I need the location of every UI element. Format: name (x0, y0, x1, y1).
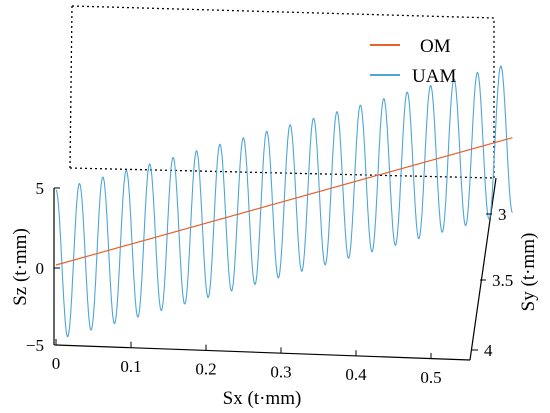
y-tick-label: 4 (484, 341, 493, 360)
x-tick-label: 0.2 (195, 360, 216, 379)
y-tick-label: 3.5 (492, 271, 513, 290)
back-panel-edge-left (69, 5, 73, 169)
x-tick-label: 0.3 (270, 362, 291, 381)
x-axis-label: Sx (t·mm) (223, 388, 302, 409)
z-tick-label: 0 (36, 259, 45, 278)
axes-box (53, 5, 497, 361)
z-axis-label: Sz (t·mm) (10, 228, 31, 306)
back-panel-edge-bottom (69, 167, 495, 179)
x-tick-label: 0.1 (120, 357, 141, 376)
y-tick-label: 3 (498, 205, 507, 224)
y-axis-label: Sy (t·mm) (518, 233, 539, 312)
legend-label-uam: UAM (412, 66, 456, 87)
series-line-om (55, 137, 513, 266)
series-layer (55, 65, 513, 338)
legend: OM UAM (370, 36, 456, 87)
x-tick-label: 0.5 (420, 368, 441, 387)
x-tick-label: 0.4 (345, 365, 367, 384)
x-tick-label: 0 (52, 354, 61, 373)
ticks-layer: 0 0.1 0.2 0.3 0.4 0.5 5 0 −5 3 3.5 4 (26, 179, 513, 387)
x-axis-line (55, 344, 471, 361)
z-tick-label: −5 (26, 336, 44, 355)
y-axis-line (469, 177, 497, 361)
back-panel-edge-top (71, 5, 495, 178)
z-tick-label: 5 (36, 179, 45, 198)
legend-label-om: OM (420, 36, 451, 57)
